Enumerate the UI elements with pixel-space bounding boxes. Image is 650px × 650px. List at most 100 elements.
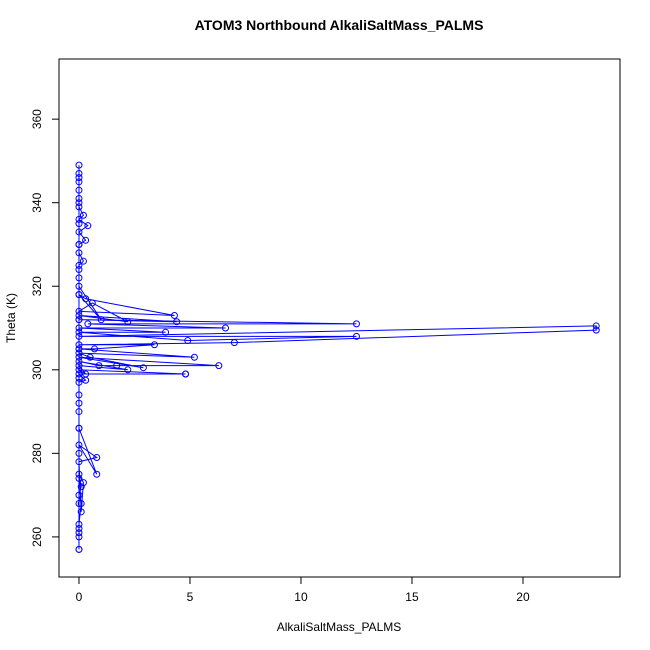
data-point (93, 454, 101, 462)
data-point (79, 211, 87, 219)
data-point (150, 341, 158, 349)
y-axis-label: Theta (K) (4, 293, 18, 343)
data-point (75, 240, 83, 248)
data-point (75, 228, 83, 236)
data-point (184, 337, 192, 345)
data-point (88, 299, 96, 307)
data-point (75, 520, 83, 528)
data-point (75, 316, 83, 324)
data-point (75, 470, 83, 478)
data-point (75, 345, 83, 353)
data-point (84, 320, 92, 328)
data-point (75, 366, 83, 374)
data-point (91, 345, 99, 353)
data-point (215, 362, 223, 370)
y-tick-label: 360 (30, 109, 44, 129)
data-point (222, 324, 230, 332)
x-tick-label: 20 (516, 590, 530, 604)
data-point (124, 318, 132, 326)
data-point (75, 249, 83, 257)
data-point (84, 222, 92, 230)
data-point (75, 458, 83, 466)
data-point (75, 341, 83, 349)
data-point (79, 257, 87, 265)
data-point (592, 326, 600, 334)
data-point (75, 261, 83, 269)
data-point (75, 349, 83, 357)
data-point (75, 220, 83, 228)
data-point (86, 353, 94, 361)
data-point (75, 449, 83, 457)
data-point (75, 332, 83, 340)
data-point (182, 370, 190, 378)
data-point (162, 328, 170, 336)
data-point (75, 545, 83, 553)
data-point (592, 322, 600, 330)
data-point (75, 266, 83, 274)
data-point (75, 525, 83, 533)
data-point (75, 215, 83, 223)
data-point (75, 178, 83, 186)
y-tick-label: 280 (30, 443, 44, 463)
data-point (93, 470, 101, 478)
data-point (75, 441, 83, 449)
y-tick-label: 340 (30, 192, 44, 212)
data-point (75, 362, 83, 370)
data-point (75, 186, 83, 194)
data-point (82, 236, 90, 244)
data-point (75, 408, 83, 416)
data-point (75, 199, 83, 207)
data-point (77, 483, 85, 491)
data-point (75, 161, 83, 169)
data-point (124, 366, 132, 374)
plot-box (58, 58, 621, 578)
data-point (75, 203, 83, 211)
data-line (77, 165, 597, 550)
data-point (75, 282, 83, 290)
data-point (75, 311, 83, 319)
data-point (75, 529, 83, 537)
data-point (75, 328, 83, 336)
data-point (97, 316, 105, 324)
y-tick-label: 320 (30, 276, 44, 296)
data-point (79, 479, 87, 487)
data-point (95, 362, 103, 370)
data-point (75, 533, 83, 541)
data-point (75, 374, 83, 382)
data-point (75, 291, 83, 299)
data-point (230, 339, 238, 347)
data-point (190, 353, 198, 361)
data-point (75, 424, 83, 432)
data-point (352, 320, 360, 328)
data-point (75, 353, 83, 361)
data-point (75, 370, 83, 378)
chart-title: ATOM3 Northbound AlkaliSaltMass_PALMS (195, 17, 484, 33)
x-tick-label: 5 (187, 590, 194, 604)
data-point (75, 491, 83, 499)
data-point (75, 174, 83, 182)
data-point (75, 274, 83, 282)
y-tick-label: 260 (30, 527, 44, 547)
x-tick-label: 0 (76, 590, 83, 604)
data-point (82, 295, 90, 303)
x-tick-label: 15 (405, 590, 419, 604)
data-point (75, 391, 83, 399)
y-tick-label: 300 (30, 359, 44, 379)
data-point (75, 307, 83, 315)
data-point (75, 195, 83, 203)
data-point (75, 499, 83, 507)
data-point (77, 499, 85, 507)
data-point (75, 169, 83, 177)
data-point (75, 324, 83, 332)
data-point (77, 508, 85, 516)
data-point (75, 378, 83, 386)
data-point (82, 370, 90, 378)
x-tick-label: 10 (294, 590, 308, 604)
data-point (173, 318, 181, 326)
data-point (139, 364, 147, 372)
data-point (113, 362, 121, 370)
data-point (75, 357, 83, 365)
data-point (170, 311, 178, 319)
data-point (352, 332, 360, 340)
